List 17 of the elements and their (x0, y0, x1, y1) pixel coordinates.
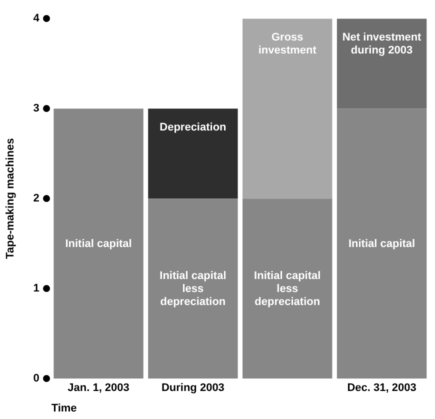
x-tick-label: During 2003 (161, 382, 224, 394)
y-tick-label: 0 (33, 372, 40, 385)
x-tick-label: Dec. 31, 2003 (347, 382, 416, 394)
data-label: Net investment during 2003 (342, 32, 422, 57)
y-axis-title: Tape-making machines (4, 138, 17, 260)
y-tick-label: 1 (33, 282, 40, 295)
x-tick-label: Jan. 1, 2003 (68, 382, 130, 394)
data-label: Initial capital (348, 238, 416, 250)
y-tick-label: 3 (33, 102, 40, 115)
data-label: Initial capital less depreciation (160, 270, 226, 308)
data-label: Depreciation (160, 122, 227, 134)
data-label: Initial capital less depreciation (254, 270, 321, 308)
y-tick-label: 4 (33, 12, 40, 25)
data-label: Initial capital (65, 238, 132, 250)
y-tick-label: 2 (33, 192, 40, 205)
x-axis-title: Time (51, 402, 77, 414)
data-label: Gross investment (258, 32, 317, 57)
